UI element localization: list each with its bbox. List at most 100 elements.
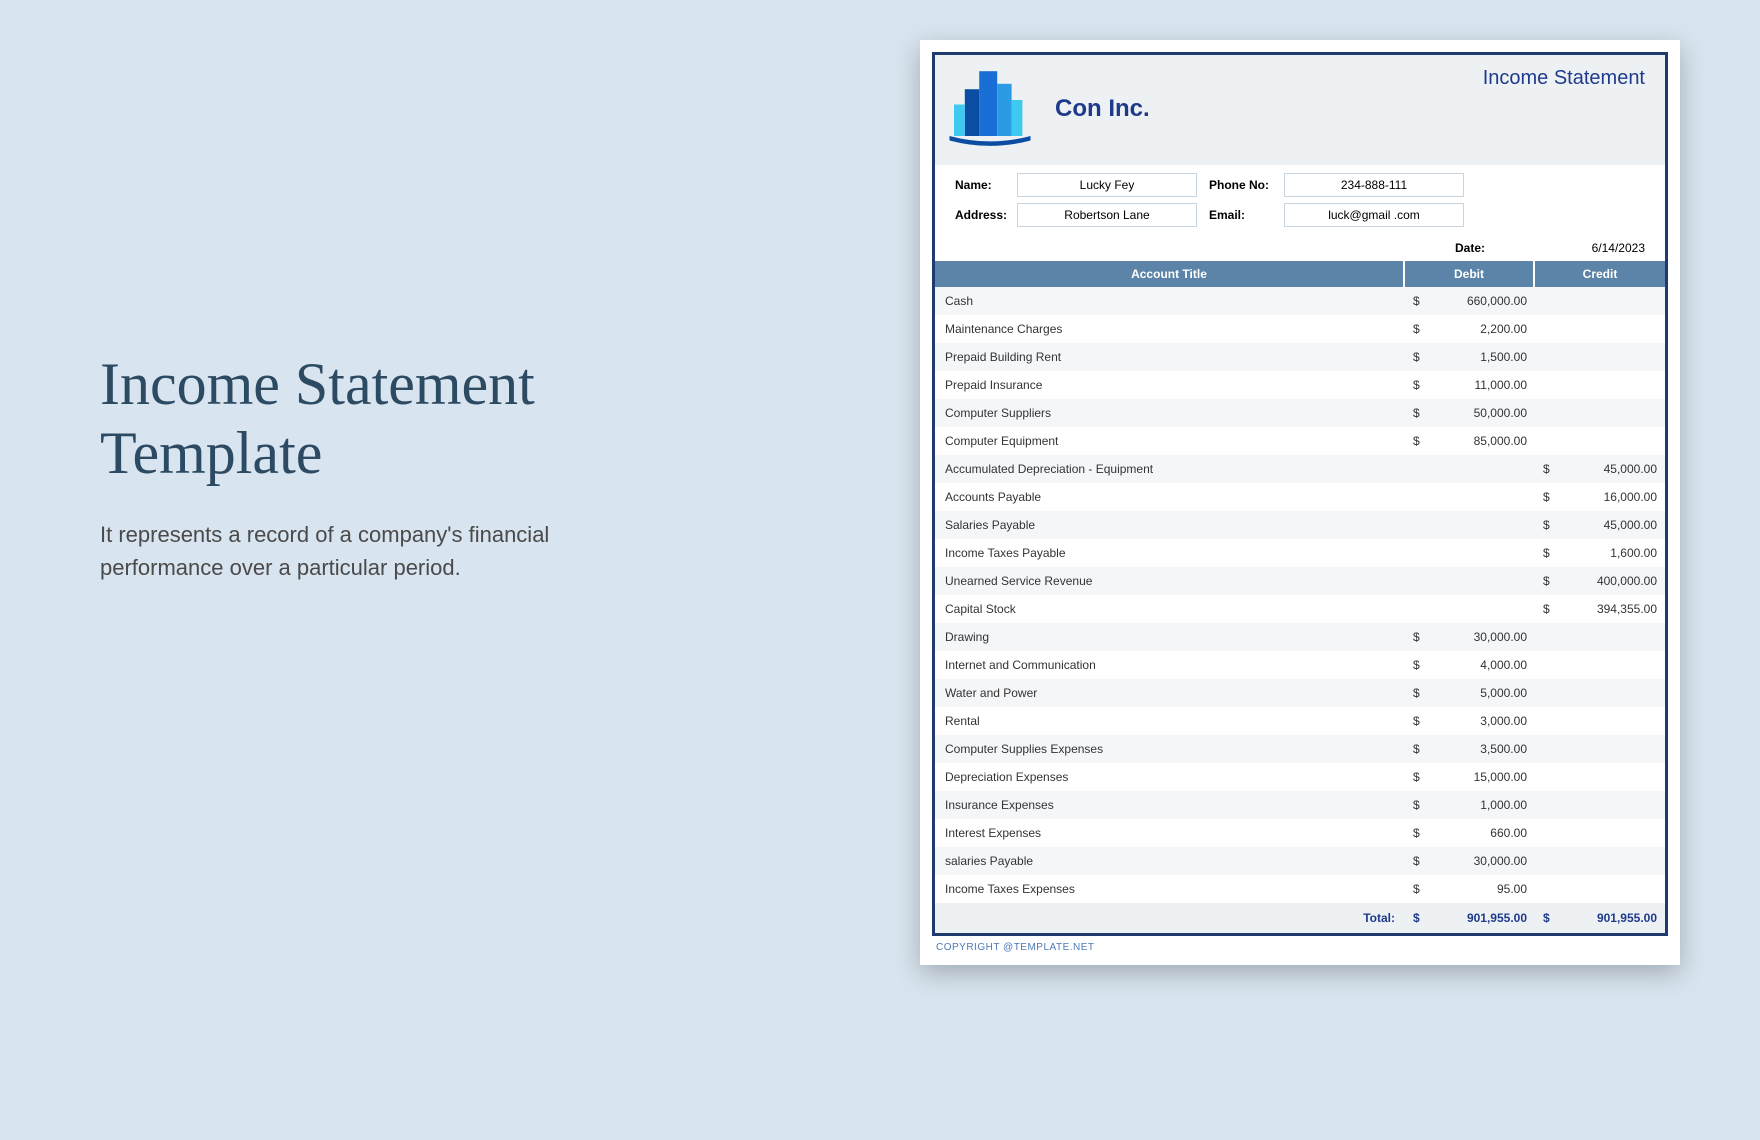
currency-symbol: $ — [1413, 406, 1420, 420]
credit-amount: 1,600.00 — [1610, 546, 1657, 560]
cell-credit — [1535, 819, 1665, 847]
currency-symbol: $ — [1413, 911, 1420, 925]
cell-account-title: Prepaid Building Rent — [935, 343, 1405, 371]
cell-debit: $15,000.00 — [1405, 763, 1535, 791]
credit-amount: 400,000.00 — [1597, 574, 1657, 588]
table-row: Computer Equipment$85,000.00 — [935, 427, 1665, 455]
credit-amount: 45,000.00 — [1604, 462, 1657, 476]
cell-credit — [1535, 763, 1665, 791]
cell-account-title: Depreciation Expenses — [935, 763, 1405, 791]
debit-amount: 4,000.00 — [1480, 658, 1527, 672]
document-header: Con Inc. Income Statement — [935, 55, 1665, 165]
currency-symbol: $ — [1543, 602, 1550, 616]
cell-account-title: Computer Equipment — [935, 427, 1405, 455]
company-name: Con Inc. — [1055, 95, 1150, 123]
document-inner: Con Inc. Income Statement Name: Lucky Fe… — [932, 52, 1668, 936]
table-row: Water and Power$5,000.00 — [935, 679, 1665, 707]
currency-symbol: $ — [1413, 686, 1420, 700]
cell-account-title: Salaries Payable — [935, 511, 1405, 539]
cell-credit — [1535, 707, 1665, 735]
cell-debit: $1,500.00 — [1405, 343, 1535, 371]
cell-debit: $5,000.00 — [1405, 679, 1535, 707]
cell-debit: $95.00 — [1405, 875, 1535, 903]
cell-debit: $50,000.00 — [1405, 399, 1535, 427]
cell-debit — [1405, 483, 1535, 511]
cell-account-title: Income Taxes Payable — [935, 539, 1405, 567]
cell-account-title: Water and Power — [935, 679, 1405, 707]
currency-symbol: $ — [1543, 462, 1550, 476]
total-credit-amount: 901,955.00 — [1597, 911, 1657, 925]
credit-amount: 16,000.00 — [1604, 490, 1657, 504]
info-row-address: Address: Robertson Lane Email: luck@gmai… — [947, 203, 1653, 227]
cell-account-title: salaries Payable — [935, 847, 1405, 875]
total-debit: $ 901,955.00 — [1405, 903, 1535, 933]
table-row: Salaries Payable $45,000.00 — [935, 511, 1665, 539]
cell-debit — [1405, 455, 1535, 483]
cell-account-title: Internet and Communication — [935, 651, 1405, 679]
phone-label: Phone No: — [1209, 178, 1284, 192]
cell-account-title: Unearned Service Revenue — [935, 567, 1405, 595]
cell-credit — [1535, 847, 1665, 875]
cell-debit: $30,000.00 — [1405, 847, 1535, 875]
cell-account-title: Rental — [935, 707, 1405, 735]
cell-account-title: Computer Supplies Expenses — [935, 735, 1405, 763]
email-field[interactable]: luck@gmail .com — [1284, 203, 1464, 227]
cell-credit — [1535, 399, 1665, 427]
table-row: Accumulated Depreciation - Equipment$45,… — [935, 455, 1665, 483]
cell-account-title: Income Taxes Expenses — [935, 875, 1405, 903]
name-label: Name: — [947, 178, 1017, 192]
debit-amount: 2,200.00 — [1480, 322, 1527, 336]
cell-credit: $45,000.00 — [1535, 511, 1665, 539]
address-field[interactable]: Robertson Lane — [1017, 203, 1197, 227]
table-row: Income Taxes Expenses$95.00 — [935, 875, 1665, 903]
cell-debit — [1405, 539, 1535, 567]
credit-amount: 394,355.00 — [1597, 602, 1657, 616]
cell-credit: $394,355.00 — [1535, 595, 1665, 623]
cell-credit: $45,000.00 — [1535, 455, 1665, 483]
table-row: salaries Payable$30,000.00 — [935, 847, 1665, 875]
table-row: Computer Supplies Expenses$3,500.00 — [935, 735, 1665, 763]
table-row: Accounts Payable$16,000.00 — [935, 483, 1665, 511]
cell-debit: $85,000.00 — [1405, 427, 1535, 455]
info-row-name: Name: Lucky Fey Phone No: 234-888-111 — [947, 173, 1653, 197]
credit-amount: 45,000.00 — [1604, 518, 1657, 532]
name-field[interactable]: Lucky Fey — [1017, 173, 1197, 197]
cell-debit: $2,200.00 — [1405, 315, 1535, 343]
cell-credit — [1535, 875, 1665, 903]
currency-symbol: $ — [1413, 714, 1420, 728]
cell-account-title: Computer Suppliers — [935, 399, 1405, 427]
cell-account-title: Capital Stock — [935, 595, 1405, 623]
cell-credit — [1535, 623, 1665, 651]
cell-debit: $3,000.00 — [1405, 707, 1535, 735]
cell-account-title: Cash — [935, 287, 1405, 315]
table-row: Capital Stock $394,355.00 — [935, 595, 1665, 623]
cell-credit — [1535, 287, 1665, 315]
cell-debit — [1405, 567, 1535, 595]
date-value: 6/14/2023 — [1545, 241, 1645, 255]
debit-amount: 3,000.00 — [1480, 714, 1527, 728]
table-row: Maintenance Charges$2,200.00 — [935, 315, 1665, 343]
cell-account-title: Interest Expenses — [935, 819, 1405, 847]
currency-symbol: $ — [1413, 630, 1420, 644]
cell-credit — [1535, 343, 1665, 371]
phone-field[interactable]: 234-888-111 — [1284, 173, 1464, 197]
currency-symbol: $ — [1413, 378, 1420, 392]
currency-symbol: $ — [1413, 658, 1420, 672]
left-panel: Income Statement Template It represents … — [100, 350, 650, 584]
cell-debit: $11,000.00 — [1405, 371, 1535, 399]
table-header: Account Title Debit Credit — [935, 261, 1665, 287]
cell-credit: $400,000.00 — [1535, 567, 1665, 595]
cell-credit — [1535, 735, 1665, 763]
cell-debit: $660.00 — [1405, 819, 1535, 847]
cell-credit: $1,600.00 — [1535, 539, 1665, 567]
debit-amount: 5,000.00 — [1480, 686, 1527, 700]
cell-debit: $3,500.00 — [1405, 735, 1535, 763]
debit-amount: 95.00 — [1497, 882, 1527, 896]
table-row: Income Taxes Payable $1,600.00 — [935, 539, 1665, 567]
currency-symbol: $ — [1413, 798, 1420, 812]
cell-debit: $4,000.00 — [1405, 651, 1535, 679]
cell-credit: $16,000.00 — [1535, 483, 1665, 511]
currency-symbol: $ — [1413, 294, 1420, 308]
debit-amount: 85,000.00 — [1474, 434, 1527, 448]
cell-debit — [1405, 511, 1535, 539]
